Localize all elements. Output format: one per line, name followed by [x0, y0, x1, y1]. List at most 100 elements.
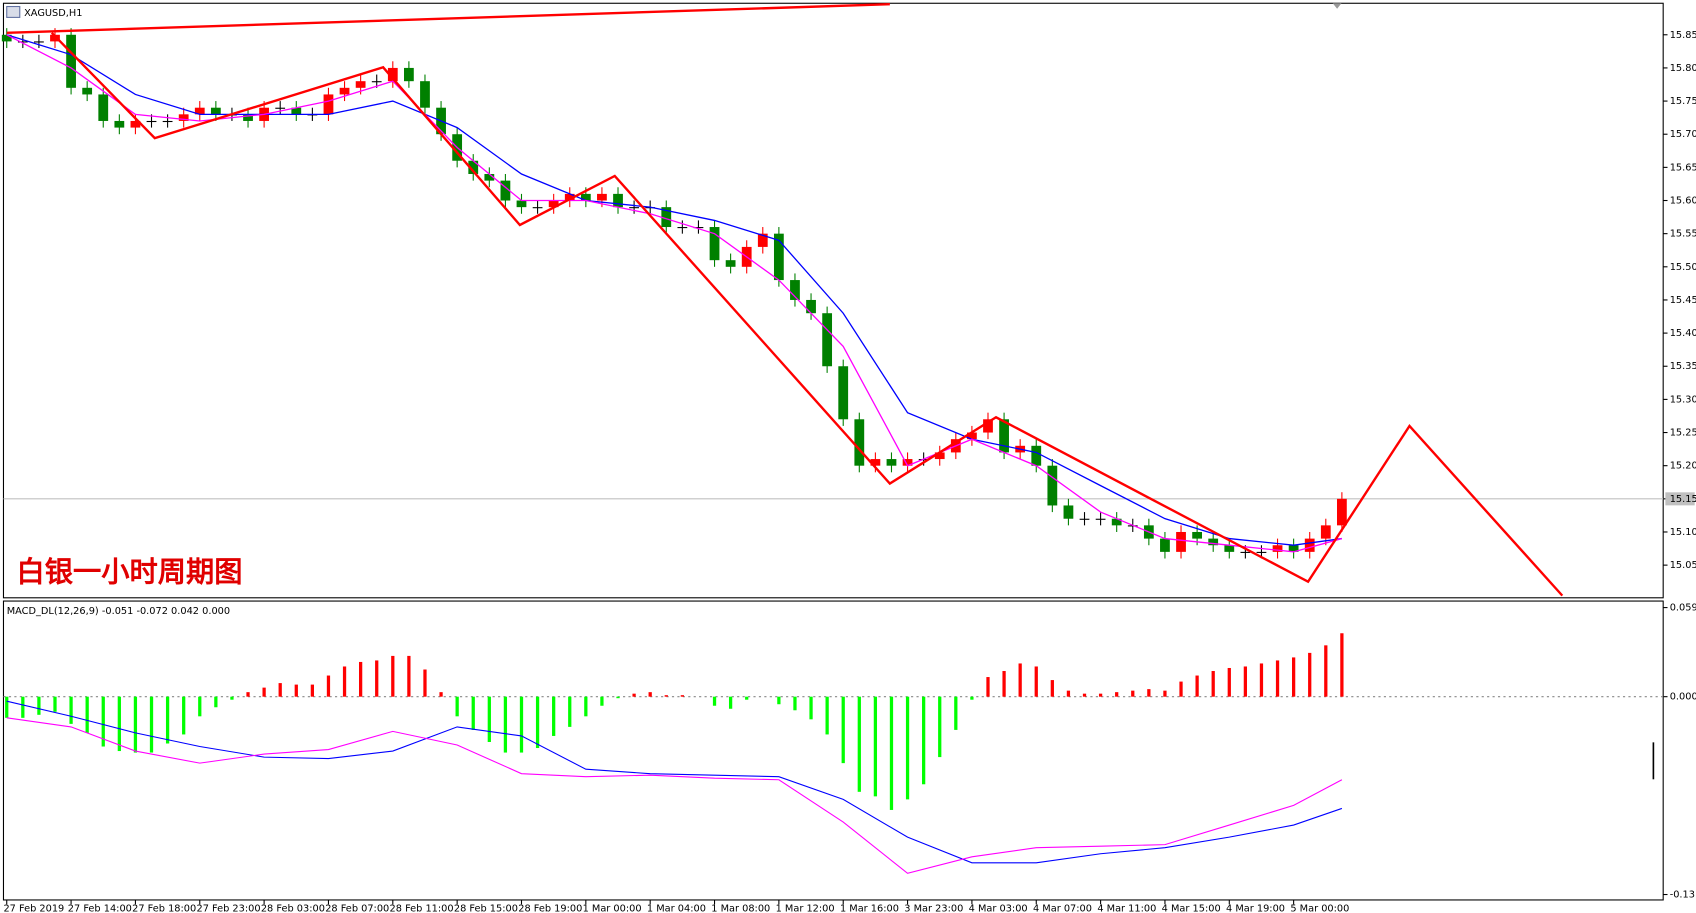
- candle-body: [1047, 465, 1058, 506]
- candle-body: [902, 459, 913, 466]
- histogram-bar: [777, 696, 781, 705]
- candle-body: [82, 87, 93, 95]
- candle-body: [1208, 538, 1219, 546]
- histogram-bar: [1179, 681, 1183, 697]
- x-tick-label: 28 Feb 15:00: [454, 904, 518, 913]
- y-tick-label: 15.45: [1670, 295, 1696, 306]
- histogram-bar: [889, 696, 894, 810]
- histogram-bar: [825, 696, 829, 735]
- candle-body: [548, 200, 559, 208]
- histogram-bar: [1131, 690, 1135, 697]
- histogram-bar: [1018, 663, 1022, 697]
- histogram-bar: [1163, 690, 1167, 697]
- moving-average: [6, 34, 1343, 553]
- histogram-bar: [149, 696, 154, 753]
- histogram-bar: [310, 684, 315, 697]
- macd-panel: [2, 600, 1664, 901]
- candle-body: [1111, 518, 1122, 526]
- candle-body: [162, 120, 173, 123]
- shift-marker: [1332, 3, 1342, 9]
- candle-body: [854, 419, 865, 466]
- candle-body: [806, 299, 816, 314]
- candle-body: [886, 459, 897, 466]
- candle-body: [1192, 531, 1203, 539]
- candle-body: [194, 107, 205, 115]
- y-tick-label: 15.85: [1670, 30, 1696, 41]
- histogram-bar: [728, 696, 733, 709]
- candle-body: [291, 107, 302, 115]
- candle-body: [371, 81, 382, 83]
- y-tick-label: 15.50: [1670, 262, 1696, 273]
- candle-body: [323, 94, 334, 115]
- candle-body: [243, 114, 253, 121]
- price-label-bg: [1665, 492, 1695, 506]
- histogram-bar: [455, 696, 459, 717]
- x-tick-label: 3 Mar 23:00: [904, 904, 963, 913]
- histogram-bar: [648, 692, 652, 697]
- indicator-header: MACD_DL(12,26,9) -0.051 -0.072 0.042 0.0…: [7, 606, 230, 617]
- candle-body: [1224, 545, 1235, 552]
- candle-body: [693, 227, 704, 229]
- histogram-bar: [1259, 663, 1264, 697]
- y-tick-label: 15.70: [1670, 129, 1696, 140]
- indicator-value: 0.000: [202, 606, 230, 617]
- candle-body: [1240, 551, 1251, 553]
- histogram-bar: [1195, 675, 1199, 697]
- y-tick-label: 0.059: [1670, 603, 1696, 614]
- histogram-bar: [535, 696, 540, 749]
- histogram-bar: [970, 696, 974, 700]
- zigzag-line: [6, 3, 890, 35]
- x-tick-label: 28 Feb 19:00: [518, 904, 582, 913]
- histogram-bar: [809, 696, 813, 720]
- histogram-bar: [905, 696, 910, 800]
- y-tick-label: 15.35: [1670, 361, 1696, 372]
- candle-body: [709, 227, 720, 261]
- main-panel: [2, 2, 1664, 599]
- x-tick-label: 27 Feb 23:00: [197, 904, 261, 913]
- candle-body: [1176, 531, 1186, 552]
- histogram-bar: [584, 696, 588, 717]
- histogram-bar: [439, 692, 443, 697]
- annotation: 白银一小时周期图: [17, 554, 243, 588]
- candle-body: [999, 419, 1009, 453]
- x-tick-label: 27 Feb 18:00: [132, 904, 196, 913]
- y-tick-label: 15.40: [1670, 328, 1696, 339]
- histogram-bar: [680, 695, 684, 697]
- candle-body: [629, 207, 639, 209]
- histogram-bar: [616, 696, 620, 699]
- histogram-bar: [664, 695, 668, 697]
- y-tick-label: 15.10: [1670, 527, 1696, 538]
- histogram-bar: [873, 696, 878, 797]
- x-tick-label: 1 Mar 08:00: [711, 904, 770, 913]
- candle-body: [1288, 545, 1299, 552]
- zigzag-line: [50, 31, 1564, 597]
- candle-body: [130, 120, 141, 128]
- histogram-bar: [85, 696, 89, 733]
- candle-body: [1, 34, 12, 42]
- candle-body: [66, 34, 76, 88]
- histogram-bar: [712, 696, 717, 706]
- histogram-bar: [857, 696, 861, 792]
- candle-body: [339, 87, 350, 95]
- x-tick-label: 27 Feb 14:00: [68, 904, 132, 913]
- candle-body: [1063, 505, 1074, 519]
- candle-body: [613, 193, 623, 208]
- candle-body: [1160, 538, 1170, 552]
- histogram-bar: [230, 696, 234, 700]
- y-tick-label: 15.65: [1670, 162, 1696, 173]
- x-tick-label: 1 Mar 04:00: [647, 904, 706, 913]
- candle-body: [484, 173, 495, 181]
- histogram-bar: [198, 696, 202, 717]
- candle-body: [146, 120, 157, 123]
- histogram-bar: [745, 696, 749, 700]
- histogram-bar: [1243, 666, 1248, 697]
- candle-body: [773, 233, 784, 281]
- x-tick-label: 1 Mar 16:00: [840, 904, 899, 913]
- histogram-bar: [1147, 689, 1151, 697]
- histogram-bar: [1340, 633, 1344, 697]
- candle-body: [870, 459, 881, 466]
- candle-body: [178, 114, 189, 121]
- candle-body: [983, 419, 993, 433]
- indicator-value: 0.042: [171, 606, 199, 617]
